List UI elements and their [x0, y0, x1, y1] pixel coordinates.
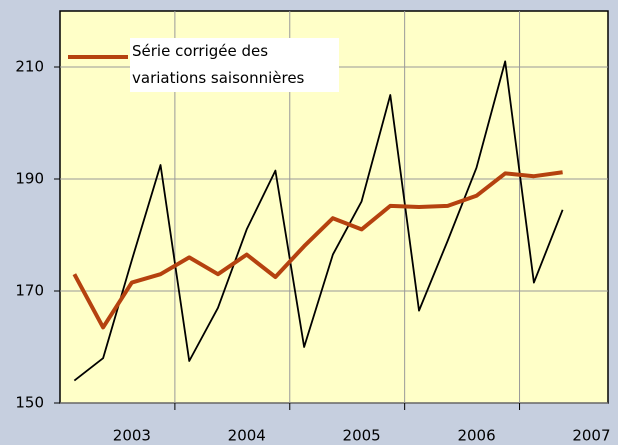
legend-label: Série corrigée des variations saisonnièr… [130, 38, 339, 92]
x-tick-label: 2007 [572, 427, 610, 445]
y-tick-label: 210 [15, 58, 44, 76]
y-tick-label: 190 [15, 170, 44, 188]
series-line [73, 60, 564, 382]
x-tick-label: 2006 [457, 427, 495, 445]
x-tick-label: 2004 [228, 427, 266, 445]
y-tick-label: 150 [15, 394, 44, 412]
x-tick-label: 2003 [113, 427, 151, 445]
x-tick-label: 2005 [343, 427, 381, 445]
series-line [72, 170, 563, 330]
y-tick-label: 170 [15, 282, 44, 300]
